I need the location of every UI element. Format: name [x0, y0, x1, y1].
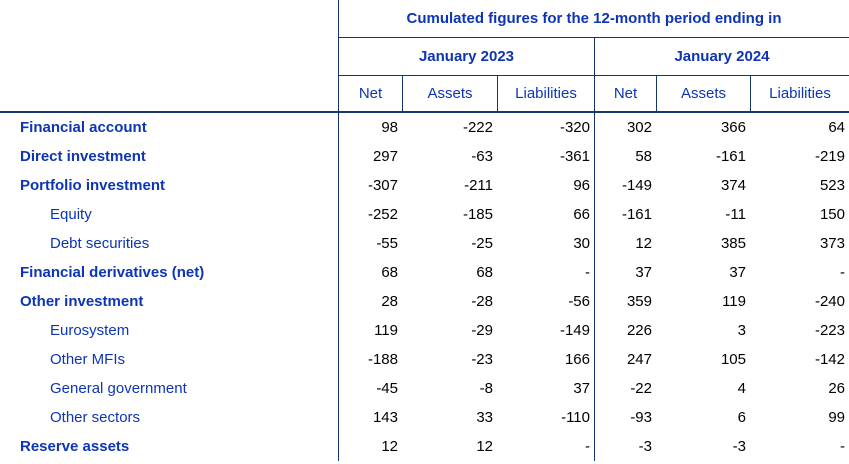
row-label: Reserve assets: [20, 438, 130, 455]
table-title: Cumulated figures for the 12-month perio…: [338, 0, 849, 38]
row-label: Debt securities: [50, 235, 150, 252]
value-cell: -320: [559, 119, 590, 136]
value-cell: -3: [732, 438, 746, 455]
value-cell: -8: [479, 380, 493, 397]
row-label: Equity: [50, 206, 92, 223]
value-cell: -11: [725, 206, 746, 223]
row-label: Other MFIs: [50, 351, 126, 368]
row-label: Financial derivatives (net): [20, 264, 205, 281]
value-cell: 4: [737, 380, 746, 397]
value-cell: 26: [828, 380, 845, 397]
value-cell: 119: [338, 316, 402, 345]
value-cell: 37: [729, 264, 746, 281]
value-cell: -149: [594, 171, 656, 200]
value-cell: -161: [715, 148, 746, 165]
value-cell: 68: [476, 264, 493, 281]
value-cell: 226: [594, 316, 656, 345]
value-cell: 28: [338, 287, 402, 316]
column-header-liabilities-2023: Liabilities: [497, 76, 594, 113]
value-cell: 33: [476, 409, 493, 426]
row-label: Other sectors: [50, 409, 141, 426]
value-cell: -185: [462, 206, 493, 223]
value-cell: -161: [594, 200, 656, 229]
value-cell: -142: [814, 351, 845, 368]
value-cell: 64: [828, 119, 845, 136]
column-header-net-2024: Net: [594, 76, 656, 113]
value-cell: 297: [338, 142, 402, 171]
value-cell: 58: [594, 142, 656, 171]
value-cell: -252: [338, 200, 402, 229]
header-spacer: [0, 38, 338, 76]
value-cell: -3: [594, 432, 656, 461]
value-cell: 66: [573, 206, 590, 223]
value-cell: 359: [594, 287, 656, 316]
value-cell: 302: [594, 113, 656, 142]
value-cell: 30: [573, 235, 590, 252]
value-cell: 37: [573, 380, 590, 397]
value-cell: -: [585, 264, 590, 281]
value-cell: 366: [720, 119, 746, 136]
value-cell: 99: [828, 409, 845, 426]
header-spacer: [0, 76, 338, 113]
value-cell: -211: [464, 177, 493, 194]
value-cell: 96: [573, 177, 590, 194]
value-cell: -63: [471, 148, 493, 165]
value-cell: -: [585, 438, 590, 455]
value-cell: 105: [720, 351, 746, 368]
value-cell: -361: [559, 148, 590, 165]
value-cell: 98: [338, 113, 402, 142]
value-cell: -: [840, 438, 845, 455]
value-cell: -55: [338, 229, 402, 258]
value-cell: -25: [471, 235, 493, 252]
value-cell: -28: [471, 293, 493, 310]
value-cell: -23: [471, 351, 493, 368]
value-cell: -307: [338, 171, 402, 200]
value-cell: -223: [814, 322, 845, 339]
column-header-assets-2024: Assets: [656, 76, 750, 113]
row-label: Eurosystem: [50, 322, 130, 339]
value-cell: -240: [814, 293, 845, 310]
row-label: General government: [50, 380, 187, 397]
period-header-january-2023: January 2023: [338, 38, 594, 76]
value-cell: 12: [476, 438, 493, 455]
value-cell: -110: [561, 409, 590, 426]
value-cell: 68: [338, 258, 402, 287]
row-label: Portfolio investment: [20, 177, 166, 194]
value-cell: 385: [720, 235, 746, 252]
value-cell: 523: [819, 177, 845, 194]
value-cell: -45: [338, 374, 402, 403]
period-header-january-2024: January 2024: [594, 38, 849, 76]
value-cell: -222: [462, 119, 493, 136]
column-header-net-2023: Net: [338, 76, 402, 113]
row-label: Direct investment: [20, 148, 146, 165]
value-cell: 3: [737, 322, 746, 339]
value-cell: 12: [338, 432, 402, 461]
value-cell: 143: [338, 403, 402, 432]
value-cell: -56: [568, 293, 590, 310]
row-label: Other investment: [20, 293, 144, 310]
value-cell: -: [840, 264, 845, 281]
value-cell: 373: [819, 235, 845, 252]
value-cell: 166: [564, 351, 590, 368]
column-header-liabilities-2024: Liabilities: [750, 76, 849, 113]
value-cell: -29: [471, 322, 493, 339]
value-cell: 150: [819, 206, 845, 223]
value-cell: 37: [594, 258, 656, 287]
value-cell: 6: [737, 409, 746, 426]
value-cell: 12: [594, 229, 656, 258]
value-cell: -93: [594, 403, 656, 432]
value-cell: 119: [722, 293, 746, 310]
row-label: Financial account: [20, 119, 147, 136]
value-cell: 247: [594, 345, 656, 374]
value-cell: -149: [559, 322, 590, 339]
value-cell: 374: [720, 177, 746, 194]
column-header-assets-2023: Assets: [402, 76, 497, 113]
value-cell: -219: [814, 148, 845, 165]
value-cell: -188: [338, 345, 402, 374]
value-cell: -22: [594, 374, 656, 403]
header-spacer: [0, 0, 338, 38]
